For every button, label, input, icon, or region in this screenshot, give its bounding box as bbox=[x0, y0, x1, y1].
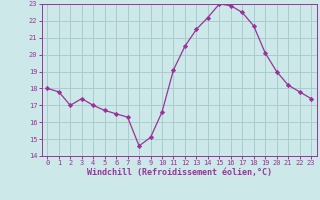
X-axis label: Windchill (Refroidissement éolien,°C): Windchill (Refroidissement éolien,°C) bbox=[87, 168, 272, 177]
